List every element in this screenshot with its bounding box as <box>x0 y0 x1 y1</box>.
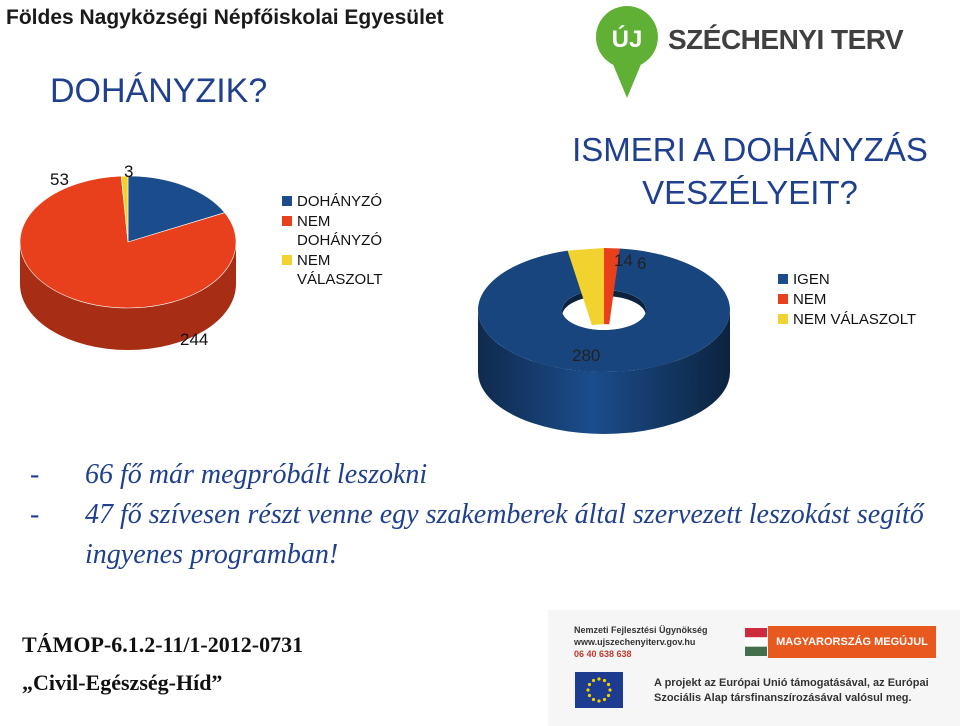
pie1-sides <box>20 242 236 350</box>
legend-label: NEM <box>793 291 827 308</box>
donut-slice-nem <box>604 248 620 325</box>
donut-legend-item-igen: IGEN <box>778 270 916 289</box>
logo-badge: ÚJ <box>612 25 643 53</box>
donut-legend: IGEN NEM NEM VÁLASZOLT <box>778 270 916 330</box>
pie1-slice-2 <box>120 175 129 243</box>
chart2-title: ISMERI A DOHÁNYZÁS VESZÉLYEIT? <box>572 131 928 211</box>
organization-name: Földes Nagyközségi Népfőiskolai Egyesüle… <box>6 6 444 29</box>
finding-item: - 66 fő már megpróbált leszokni <box>30 455 930 495</box>
eu-star <box>602 697 607 702</box>
hungarian-flag-icon <box>745 628 767 656</box>
eu-star <box>606 693 611 698</box>
donut-legend-item-nem-valaszolt: NEM VÁLASZOLT <box>778 310 916 329</box>
awareness-doughnut-chart <box>478 248 730 434</box>
donut-label-igen: 280 <box>572 346 601 365</box>
eu-star <box>587 682 592 687</box>
legend-label: NEM VÁLASZOLT <box>297 252 383 288</box>
eu-star <box>586 688 590 692</box>
pie1-legend-item-nem-dohanyzo: NEM DOHÁNYZÓ <box>282 212 383 250</box>
legend-swatch <box>778 274 788 284</box>
logo-name: SZÉCHENYI TERV <box>668 24 904 55</box>
eu-star <box>606 682 611 687</box>
donut-slice-igen <box>478 248 730 372</box>
agency-block: Nemzeti Fejlesztési Ügynökség www.ujszec… <box>574 624 708 660</box>
legend-label: DOHÁNYZÓ <box>297 193 383 210</box>
legend-label: IGEN <box>793 271 830 288</box>
pie1-label-nem-valaszolt: 3 <box>124 162 134 181</box>
pie1-label-nem-dohanyzo: 244 <box>180 330 209 349</box>
pie1-legend-item-nem-valaszolt: NEM VÁLASZOLT <box>282 251 383 289</box>
project-code: TÁMOP-6.1.2-11/1-2012-0731 <box>22 632 304 657</box>
legend-label: NEM DOHÁNYZÓ <box>297 213 383 249</box>
donut-outer-wall <box>478 310 730 434</box>
agency-phone: 06 40 638 638 <box>574 649 632 659</box>
smoking-pie-chart <box>19 175 237 350</box>
project-name: „Civil-Egészség-Híd” <box>22 670 223 695</box>
bullet-dash: - <box>30 499 40 530</box>
agency-website: www.ujszechenyiterv.gov.hu <box>574 637 696 647</box>
pie1-slice-0 <box>127 175 226 243</box>
pie1-legend-item-dohanyzo: DOHÁNYZÓ <box>282 192 383 211</box>
legend-swatch <box>282 216 292 226</box>
project-info: TÁMOP-6.1.2-11/1-2012-0731 „Civil-Egészs… <box>22 626 303 702</box>
pie1-side-1 <box>20 242 236 350</box>
eu-star <box>608 688 612 692</box>
legend-label: NEM VÁLASZOLT <box>793 311 917 328</box>
eu-star <box>602 678 607 683</box>
bullet-dash: - <box>30 459 40 490</box>
eu-funding-note: A projekt az Európai Unió támogatásával,… <box>654 676 929 706</box>
pie1-slice-1 <box>19 175 237 309</box>
eu-note-line: Szociális Alap társfinanszírozásával val… <box>654 692 912 704</box>
eu-star <box>591 678 596 683</box>
szechenyi-pin-icon: ÚJ <box>595 6 658 98</box>
pie1-top <box>19 175 237 309</box>
chart1-title: DOHÁNYZIK? <box>50 72 268 110</box>
finding-text: 66 fő már megpróbált leszokni <box>85 459 428 490</box>
donut-slice-nem-valaszolt <box>567 248 604 325</box>
pie1-label-dohanyzo: 53 <box>50 170 69 189</box>
eu-note-line: A projekt az Európai Unió támogatásával,… <box>654 677 929 689</box>
pie1-legend: DOHÁNYZÓ NEM DOHÁNYZÓ NEM VÁLASZOLT <box>282 192 383 290</box>
legend-swatch <box>282 255 292 265</box>
donut-label-nem: 6 <box>637 254 647 273</box>
donut-label-nem-valaszolt: 14 <box>614 251 633 270</box>
donut-legend-item-nem: NEM <box>778 290 916 309</box>
finding-item: - 47 fő szívesen részt venne egy szakemb… <box>30 495 930 575</box>
eu-star <box>591 697 596 702</box>
agency-name: Nemzeti Fejlesztési Ügynökség <box>574 625 708 635</box>
legend-swatch <box>282 196 292 206</box>
legend-swatch <box>778 294 788 304</box>
legend-swatch <box>778 314 788 324</box>
findings-list: - 66 fő már megpróbált leszokni - 47 fő … <box>30 455 930 575</box>
slogan-banner: MAGYARORSZÁG MEGÚJUL <box>768 626 936 658</box>
eu-star <box>597 699 601 703</box>
finding-text: 47 fő szívesen részt venne egy szakember… <box>85 499 924 570</box>
eu-star <box>587 693 592 698</box>
eu-flag-icon <box>575 672 623 708</box>
eu-star <box>597 677 601 681</box>
